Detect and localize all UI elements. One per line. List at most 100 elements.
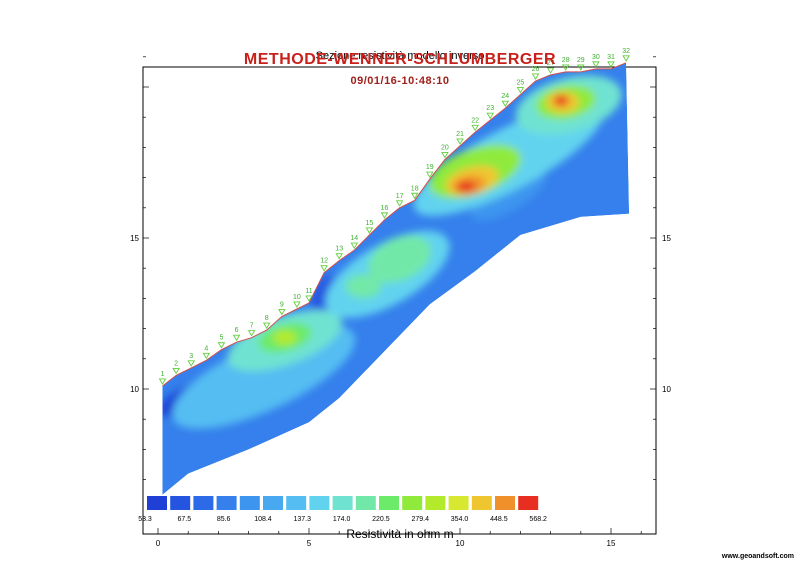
resistivity-anomaly bbox=[345, 274, 382, 299]
color-scale-tick-label: 568.2 bbox=[529, 516, 547, 523]
color-swatch bbox=[425, 496, 446, 510]
electrode-marker bbox=[622, 55, 630, 62]
electrode-label: 9 bbox=[280, 302, 284, 309]
electrode-label: 8 bbox=[265, 315, 269, 322]
method-title: METHODE-WENNER-SCHLUMBERGER bbox=[243, 51, 557, 68]
electrode-markers: 1234567891011121314151617181920212223242… bbox=[158, 48, 630, 385]
resistivity-anomaly bbox=[368, 235, 432, 283]
electrode-label: 11 bbox=[305, 288, 312, 295]
electrode-label: 10 bbox=[293, 294, 301, 301]
electrode-marker bbox=[395, 200, 404, 207]
electrode-marker bbox=[486, 112, 494, 120]
color-swatch bbox=[471, 496, 492, 510]
electrode-label: 12 bbox=[320, 258, 328, 265]
resistivity-anomaly bbox=[553, 95, 569, 107]
electrode-label: 7 bbox=[250, 323, 254, 330]
electrode-marker bbox=[531, 73, 540, 80]
color-swatch bbox=[286, 496, 307, 510]
electrode-label: 19 bbox=[426, 164, 434, 171]
electrode-marker bbox=[293, 301, 301, 308]
color-scale-tick-label: 354.0 bbox=[451, 516, 469, 523]
electrode-marker bbox=[546, 67, 555, 74]
electrode-label: 5 bbox=[219, 335, 223, 342]
electrode-marker bbox=[471, 124, 479, 132]
electrode-marker bbox=[426, 171, 434, 178]
electrode-label: 14 bbox=[350, 235, 358, 242]
electrode-marker bbox=[607, 61, 615, 68]
color-swatch bbox=[239, 496, 260, 510]
watermark: www.geoandsoft.com bbox=[721, 553, 794, 560]
acquisition-datetime: 09/01/16-10:48:10 bbox=[350, 75, 450, 87]
color-swatch bbox=[495, 496, 515, 510]
electrode-marker bbox=[410, 192, 419, 200]
electrode-marker bbox=[172, 367, 180, 375]
y-tick-label-right: 10 bbox=[662, 385, 671, 394]
color-scale-tick-label: 108.4 bbox=[254, 516, 272, 523]
electrode-marker bbox=[561, 64, 570, 71]
color-swatch bbox=[309, 496, 330, 510]
x-tick-label: 15 bbox=[607, 539, 616, 548]
color-swatch bbox=[170, 496, 191, 510]
electrode-marker bbox=[456, 138, 464, 145]
electrode-marker bbox=[441, 152, 449, 159]
color-scale-tick-label: 85.6 bbox=[217, 516, 231, 523]
axes: 10 10 15 15 0 5 10 15 bbox=[130, 56, 671, 548]
color-swatch bbox=[355, 496, 376, 510]
electrode-label: 20 bbox=[441, 144, 449, 151]
x-tick-label: 10 bbox=[456, 539, 465, 548]
color-swatch bbox=[379, 496, 399, 510]
resistivity-anomaly bbox=[456, 181, 476, 193]
electrode-label: 32 bbox=[622, 48, 630, 55]
electrode-label: 13 bbox=[335, 246, 343, 253]
electrode-marker bbox=[232, 334, 241, 342]
electrode-label: 22 bbox=[471, 117, 479, 124]
x-tick-label: 5 bbox=[307, 539, 312, 548]
color-scale-tick-label: 448.5 bbox=[490, 516, 508, 523]
anomaly-layer bbox=[162, 75, 622, 429]
color-scale-tick-label: 67.5 bbox=[178, 516, 192, 523]
electrode-marker bbox=[516, 87, 525, 94]
electrode-label: 27 bbox=[547, 60, 555, 67]
electrode-marker bbox=[320, 265, 328, 272]
resistivity-section bbox=[162, 62, 630, 495]
electrode-marker bbox=[305, 295, 313, 302]
electrode-marker bbox=[335, 253, 343, 260]
color-scale-tick-label: 220.5 bbox=[372, 516, 390, 523]
color-swatch bbox=[147, 496, 167, 510]
color-scale-tick-label: 279.4 bbox=[411, 516, 429, 523]
color-scale-label: Resistività in ohm m bbox=[346, 527, 454, 541]
electrode-label: 4 bbox=[204, 345, 208, 352]
chart-title: Sezione resistività modello inverso bbox=[315, 50, 485, 62]
electrode-label: 26 bbox=[532, 66, 540, 73]
topography-surface bbox=[162, 62, 627, 387]
electrode-label: 24 bbox=[501, 93, 509, 100]
surface-line bbox=[162, 62, 627, 387]
color-scale-tick-label: 137.3 bbox=[294, 516, 312, 523]
electrode-marker bbox=[365, 227, 374, 234]
electrode-marker bbox=[187, 360, 196, 367]
electrode-label: 28 bbox=[562, 57, 570, 64]
electrode-label: 25 bbox=[517, 80, 525, 87]
color-swatch bbox=[332, 496, 353, 510]
electrode-label: 17 bbox=[396, 193, 404, 200]
electrode-marker bbox=[158, 378, 167, 385]
electrode-label: 2 bbox=[174, 360, 178, 367]
electrode-marker bbox=[262, 322, 271, 329]
electrode-marker bbox=[350, 242, 359, 249]
electrode-marker bbox=[501, 100, 510, 108]
electrode-label: 15 bbox=[366, 220, 374, 227]
color-scale-legend: 53.3 67.5 85.6 108.4 137.3 174.0 220.5 279.4 354… bbox=[138, 496, 547, 523]
electrode-label: 31 bbox=[607, 54, 615, 61]
color-swatch bbox=[216, 496, 237, 510]
electrode-label: 30 bbox=[592, 54, 600, 61]
y-tick-label-right: 15 bbox=[662, 234, 671, 243]
electrode-label: 18 bbox=[411, 185, 419, 192]
electrode-label: 29 bbox=[577, 57, 585, 64]
resistivity-anomaly bbox=[272, 330, 297, 346]
x-tick-label: 0 bbox=[156, 539, 161, 548]
color-scale-tick-label: 174.0 bbox=[333, 516, 351, 523]
color-swatch bbox=[448, 496, 469, 510]
electrode-marker bbox=[577, 64, 585, 71]
electrode-marker bbox=[592, 61, 600, 68]
